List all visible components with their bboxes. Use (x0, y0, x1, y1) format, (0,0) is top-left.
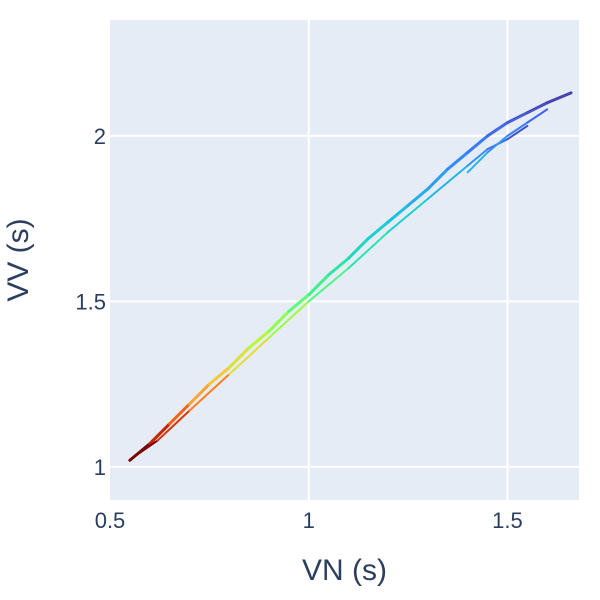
series-0-segment (386, 203, 410, 224)
series-layer (128, 91, 573, 462)
y-axis-title: VV (s) (2, 218, 35, 301)
series-1-segment (228, 336, 270, 376)
series-0-segment (307, 273, 331, 297)
x-tick-label: 1.5 (492, 508, 523, 533)
series-1-segment (188, 373, 231, 412)
series-0-segment (227, 346, 251, 370)
series-0-segment (287, 293, 311, 313)
x-tick-label: 0.5 (95, 508, 126, 533)
series-1-segment (426, 164, 469, 200)
series-0-segment (346, 236, 370, 260)
series-2-segment (526, 108, 549, 124)
series-0-segment (366, 220, 390, 240)
series-0-segment (466, 134, 490, 154)
series-0-segment (168, 402, 191, 426)
series-0-segment (486, 121, 509, 138)
series-0-segment (426, 167, 450, 191)
series-1-segment (466, 148, 489, 167)
x-tick-label: 1 (303, 508, 315, 533)
series-0-segment (148, 422, 172, 446)
series-1-segment (387, 197, 429, 233)
series-0-segment (406, 187, 430, 207)
series-1-segment (307, 267, 350, 303)
series-0-segment (327, 256, 350, 277)
y-tick-labels: 11.52 (75, 124, 106, 480)
series-0-segment (446, 150, 470, 171)
series-0-segment (267, 309, 291, 333)
series-0-segment (247, 329, 271, 350)
x-tick-labels: 0.5 1 1.5 (95, 508, 523, 533)
series-0-segment (187, 382, 211, 406)
series-1-segment (156, 409, 191, 442)
series-2-segment (486, 134, 509, 154)
series-0-segment (525, 101, 549, 115)
y-tick-label: 1 (94, 455, 106, 480)
series-0-segment (545, 91, 573, 105)
series-1-segment (132, 439, 159, 458)
series-2-segment (506, 121, 529, 137)
y-tick-label: 1.5 (75, 289, 106, 314)
series-1-segment (267, 300, 310, 339)
series-0-segment (207, 366, 231, 386)
series-1-segment (506, 124, 529, 141)
series-2-segment (466, 151, 489, 174)
grid-x (307, 20, 509, 500)
y-tick-label: 2 (94, 124, 106, 149)
series-0-segment (505, 111, 529, 125)
series-1-segment (347, 230, 390, 270)
x-axis-title: VN (s) (302, 554, 387, 587)
grid-y (110, 134, 579, 468)
